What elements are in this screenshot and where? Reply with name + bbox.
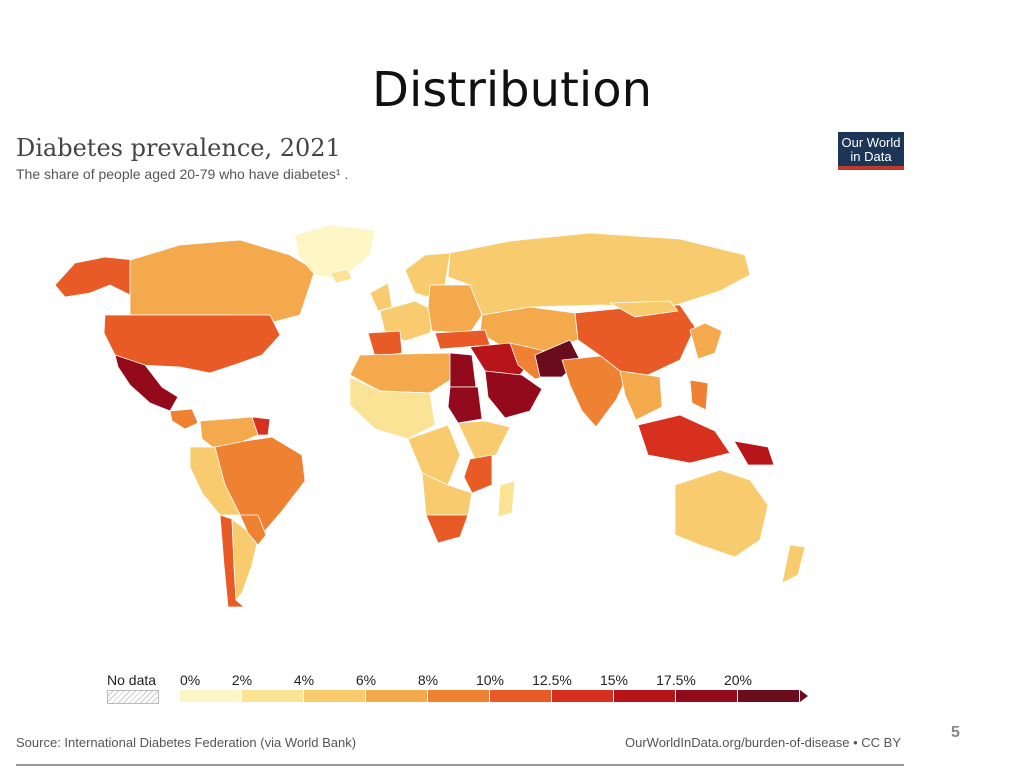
region-south-africa[interactable]: South Africa (425, 514, 469, 544)
region-arabian-peninsula[interactable]: Arabian Peninsula (484, 370, 543, 419)
legend-bin (738, 690, 800, 702)
region-philippines[interactable]: Philippines (689, 379, 709, 411)
legend-bin (676, 690, 738, 702)
region-australia[interactable]: Australia (674, 469, 769, 558)
legend-tick-label: 15% (599, 672, 629, 688)
legend-tick-label: 6% (355, 672, 377, 688)
region-alaska[interactable]: Alaska (54, 256, 136, 298)
region-mongolia[interactable]: Mongolia (609, 300, 679, 318)
our-world-in-data-logo[interactable]: Our World in Data (838, 132, 904, 170)
chart-title: Diabetes prevalence, 2021 (16, 134, 341, 162)
legend-bin (242, 690, 304, 702)
legend-bin (552, 690, 614, 702)
region-united-states[interactable]: United States (103, 314, 281, 374)
region-guianas[interactable]: Guianas (251, 416, 271, 436)
legend-bin (428, 690, 490, 702)
legend-bin (366, 690, 428, 702)
region-central-america[interactable]: Central America (169, 408, 199, 430)
region-iceland[interactable]: Iceland (329, 268, 353, 284)
region-sudan[interactable]: Sudan (447, 386, 483, 424)
legend-tick-label: 12.5% (532, 672, 572, 688)
region-new-zealand[interactable]: New Zealand (781, 544, 806, 584)
legend-bin (304, 690, 366, 702)
region-russia[interactable]: Russia (447, 232, 751, 316)
map-legend: No data 0% 2% 4% 6% 8% 10% 12.5% 15% 17.5% 20% (100, 670, 820, 710)
slide-title: Distribution (371, 62, 653, 118)
legend-tick-label: 8% (417, 672, 439, 688)
region-greenland[interactable]: Greenland (294, 224, 376, 281)
region-central-africa[interactable]: Central Africa (407, 424, 461, 486)
chart-subtitle: The share of people aged 20-79 who have … (16, 166, 349, 182)
region-peru-bolivia[interactable]: Peru & Bolivia (189, 446, 241, 516)
logo-line-2: in Data (850, 149, 892, 164)
region-iberia[interactable]: Iberia (367, 330, 403, 358)
world-map: AlaskaCanadaGreenlandUnited StatesMexico… (54, 224, 806, 608)
legend-tick-label: 17.5% (656, 672, 696, 688)
region-papua-new-guinea[interactable]: Papua New Guinea (733, 440, 775, 466)
region-korea-japan[interactable]: Korea & Japan (689, 322, 723, 360)
region-egypt[interactable]: Egypt (449, 352, 477, 388)
region-malaysia-indonesia[interactable]: Malaysia & Indonesia (637, 414, 731, 464)
region-kenya-tanzania[interactable]: Kenya & Tanzania (463, 454, 493, 494)
legend-bin (180, 690, 242, 702)
page-number: 5 (951, 724, 960, 741)
source-url[interactable]: OurWorldInData.org/burden-of-disease • C… (625, 735, 901, 750)
legend-tick-label: 0% (180, 672, 201, 688)
source-note: Source: International Diabetes Federatio… (16, 735, 357, 750)
logo-line-1: Our World (841, 135, 901, 150)
region-uk-ireland[interactable]: UK & Ireland (369, 282, 393, 312)
legend-bin (490, 690, 552, 702)
legend-bin (614, 690, 676, 702)
legend-arrow (800, 690, 808, 702)
region-paraguay-uruguay[interactable]: Paraguay & Uruguay (239, 514, 267, 546)
legend-no-data-label: No data (107, 672, 157, 688)
legend-no-data-swatch (107, 690, 159, 704)
region-southeast-asia[interactable]: Southeast Asia (619, 370, 663, 421)
legend-tick-label: 10% (475, 672, 505, 688)
region-madagascar[interactable]: Madagascar (497, 480, 516, 518)
legend-tick-label: 20% (723, 672, 753, 688)
region-east-africa[interactable]: East Africa (457, 420, 511, 462)
legend-tick-label: 2% (231, 672, 253, 688)
region-canada[interactable]: Canada (129, 239, 316, 324)
footer-rule (16, 764, 904, 766)
legend-tick-label: 4% (293, 672, 315, 688)
region-west-africa[interactable]: West Africa (349, 376, 436, 440)
